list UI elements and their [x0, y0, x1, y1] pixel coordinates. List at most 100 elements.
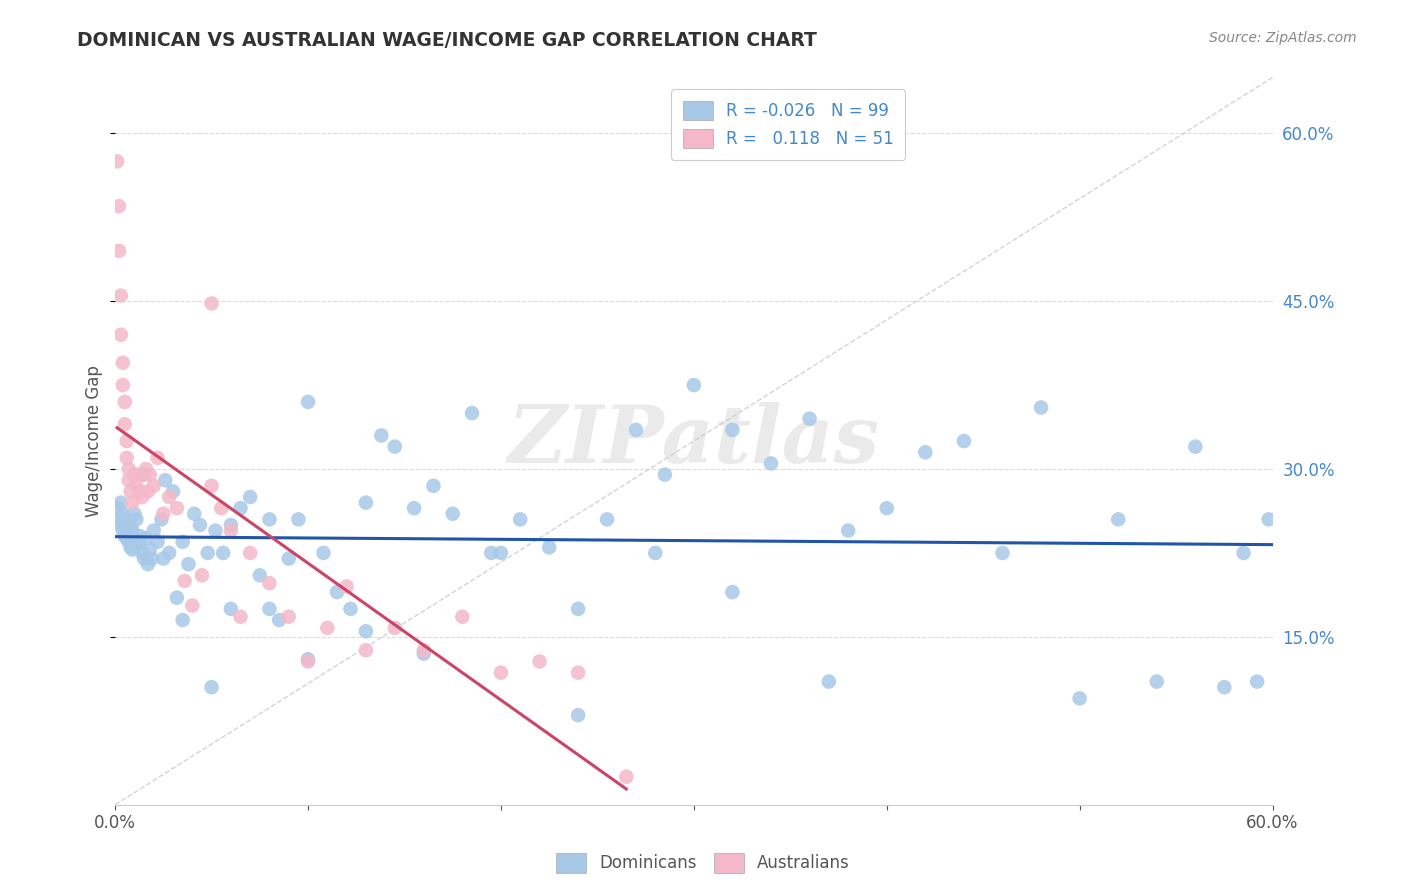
Point — [209, 501, 232, 516]
Point — [172, 534, 194, 549]
Point — [1213, 680, 1236, 694]
Point — [152, 551, 174, 566]
Point — [219, 518, 242, 533]
Point — [624, 423, 647, 437]
Point — [287, 512, 309, 526]
Point — [451, 609, 474, 624]
Point — [125, 512, 148, 526]
Point — [141, 551, 163, 566]
Point — [124, 507, 146, 521]
Point — [108, 512, 131, 526]
Point — [229, 609, 252, 624]
Point — [818, 674, 841, 689]
Point — [120, 484, 142, 499]
Point — [166, 501, 188, 516]
Point — [259, 512, 281, 526]
Point — [181, 599, 204, 613]
Point — [114, 395, 136, 409]
Text: DOMINICAN VS AUSTRALIAN WAGE/INCOME GAP CORRELATION CHART: DOMINICAN VS AUSTRALIAN WAGE/INCOME GAP … — [77, 31, 817, 50]
Point — [489, 665, 512, 680]
Point — [759, 457, 782, 471]
Point — [316, 621, 339, 635]
Point — [132, 467, 155, 482]
Point — [269, 613, 291, 627]
Point — [131, 546, 153, 560]
Point — [139, 542, 162, 557]
Point — [120, 541, 142, 555]
Point — [177, 557, 200, 571]
Point — [139, 467, 162, 482]
Point — [173, 574, 195, 588]
Point — [596, 512, 619, 526]
Point — [384, 621, 406, 635]
Legend: R = -0.026   N = 99, R =   0.118   N = 51: R = -0.026 N = 99, R = 0.118 N = 51 — [671, 89, 905, 160]
Point — [384, 440, 406, 454]
Point — [654, 467, 676, 482]
Point — [249, 568, 271, 582]
Point — [277, 551, 299, 566]
Point — [644, 546, 666, 560]
Point — [509, 512, 531, 526]
Point — [152, 507, 174, 521]
Point — [121, 524, 143, 538]
Point — [157, 490, 180, 504]
Point — [105, 154, 128, 169]
Point — [953, 434, 976, 448]
Point — [111, 507, 134, 521]
Point — [412, 647, 434, 661]
Point — [1029, 401, 1052, 415]
Point — [354, 624, 377, 639]
Point — [124, 534, 146, 549]
Point — [117, 462, 139, 476]
Point — [277, 609, 299, 624]
Point — [370, 428, 392, 442]
Point — [837, 524, 859, 538]
Point — [135, 462, 157, 476]
Point — [172, 613, 194, 627]
Point — [142, 479, 165, 493]
Point — [567, 602, 589, 616]
Point — [108, 199, 131, 213]
Point — [567, 708, 589, 723]
Point — [1146, 674, 1168, 689]
Point — [404, 501, 426, 516]
Point — [529, 655, 551, 669]
Text: ZIPatlas: ZIPatlas — [508, 402, 880, 480]
Point — [135, 532, 157, 546]
Point — [297, 655, 319, 669]
Point — [1069, 691, 1091, 706]
Point — [121, 495, 143, 509]
Point — [155, 473, 177, 487]
Point — [239, 490, 262, 504]
Point — [191, 568, 214, 582]
Y-axis label: Wage/Income Gap: Wage/Income Gap — [86, 365, 103, 517]
Point — [115, 532, 138, 546]
Point — [146, 450, 169, 465]
Point — [339, 602, 361, 616]
Point — [129, 529, 152, 543]
Point — [614, 770, 637, 784]
Point — [312, 546, 335, 560]
Point — [117, 516, 139, 530]
Point — [538, 541, 561, 555]
Point — [125, 479, 148, 493]
Point — [1246, 674, 1268, 689]
Point — [876, 501, 898, 516]
Point — [162, 484, 184, 499]
Point — [1184, 440, 1206, 454]
Point — [110, 288, 132, 302]
Point — [682, 378, 704, 392]
Point — [188, 518, 211, 533]
Point — [108, 244, 131, 258]
Point — [259, 576, 281, 591]
Point — [136, 484, 159, 499]
Point — [441, 507, 464, 521]
Point — [183, 507, 205, 521]
Point — [127, 534, 149, 549]
Point — [142, 524, 165, 538]
Point — [115, 450, 138, 465]
Point — [146, 534, 169, 549]
Point — [117, 534, 139, 549]
Point — [150, 512, 173, 526]
Point — [200, 479, 222, 493]
